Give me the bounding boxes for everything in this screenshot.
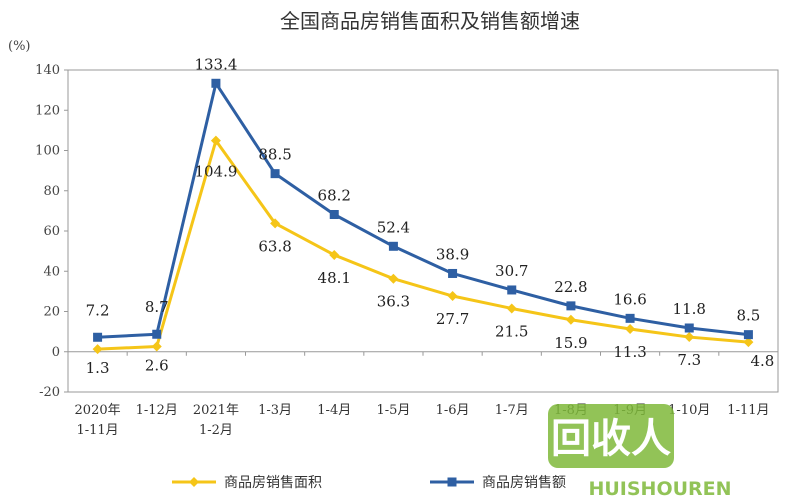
point-diamond [388, 273, 399, 284]
x-tick-label: 1-12月 [136, 403, 178, 418]
x-tick-label: 1-7月 [495, 403, 529, 418]
y-tick-label: 20 [43, 305, 60, 320]
y-tick-label: 80 [43, 184, 60, 199]
legend-label: 商品房销售面积 [224, 475, 322, 491]
data-label-amount: 88.5 [258, 146, 291, 164]
data-label-area: 15.9 [554, 334, 587, 352]
data-label-amount: 8.5 [736, 307, 760, 325]
legend-label: 商品房销售额 [482, 475, 566, 491]
data-label-area: 36.3 [377, 293, 410, 311]
y-tick-label: 120 [35, 103, 60, 118]
plot-frame [67, 69, 779, 393]
data-label-amount: 8.7 [145, 298, 169, 316]
series-line-amount [97, 81, 749, 339]
y-tick-label: -20 [39, 385, 60, 400]
point-diamond [565, 314, 576, 325]
legend: 商品房销售面积 商品房销售额 [172, 475, 566, 491]
y-tick-label: 140 [35, 63, 60, 78]
point-square [152, 329, 162, 339]
point-diamond [329, 249, 340, 260]
data-label-area: 2.6 [145, 357, 169, 375]
point-square [743, 330, 753, 340]
point-square [329, 209, 339, 219]
point-square [507, 285, 517, 295]
point-diamond [270, 218, 281, 229]
data-label-amount: 11.8 [673, 300, 706, 318]
data-label-amount: 16.6 [613, 290, 646, 308]
x-tick-label: 2021年 [193, 403, 239, 418]
data-label-amount: 68.2 [318, 186, 351, 204]
data-label-area: 104.9 [194, 163, 237, 181]
data-label-area: 21.5 [495, 322, 528, 340]
point-diamond [447, 291, 458, 302]
y-tick-label: 0 [52, 345, 60, 360]
point-diamond [210, 135, 221, 146]
axes: -20 0 20 40 60 80 100 120 140 2020年 1-11月 1-12月 2021… [35, 63, 779, 438]
point-square [270, 169, 280, 179]
watermark-text-en: HUISHOUREN [588, 478, 731, 500]
series-line-area [97, 139, 749, 351]
data-label-area: 27.7 [436, 310, 469, 328]
point-diamond [151, 341, 162, 352]
data-label-amount: 133.4 [194, 55, 237, 73]
data-label-area: 63.8 [258, 237, 291, 255]
point-diamond [684, 332, 695, 343]
point-square [625, 313, 635, 323]
y-tick-label: 40 [43, 264, 60, 279]
data-label-area: 11.3 [613, 343, 646, 361]
y-unit-label: (%) [8, 39, 31, 54]
x-tick-label: 1-5月 [376, 403, 410, 418]
y-tick-label: 60 [43, 224, 60, 239]
series-lines [92, 78, 754, 355]
data-label-amount: 38.9 [436, 245, 469, 263]
data-label-amount: 22.8 [554, 278, 587, 296]
x-tick-label: 1-2月 [199, 423, 233, 438]
data-label-amount: 30.7 [495, 262, 528, 280]
chart-title: 全国商品房销售面积及销售额增速 [280, 9, 580, 33]
point-square [388, 241, 398, 251]
x-tick-label: 1-4月 [317, 403, 351, 418]
data-label-area: 48.1 [318, 269, 351, 287]
data-label-area: 4.8 [750, 352, 774, 370]
point-square [211, 78, 221, 88]
x-tick-label: 1-11月 [727, 403, 769, 418]
point-diamond [506, 303, 517, 314]
legend-marker [189, 477, 199, 487]
legend-marker [447, 477, 457, 487]
point-diamond [92, 344, 103, 355]
point-square [566, 301, 576, 311]
point-square [93, 332, 103, 342]
x-tick-label: 1-6月 [436, 403, 470, 418]
x-tick-label: 1-10月 [668, 403, 710, 418]
data-labels: 7.2 8.7 133.4 88.5 68.2 52.4 38.9 30.7 22.8 16.6 1… [86, 55, 775, 377]
x-tick-label: 1-3月 [258, 403, 292, 418]
watermark-logo: 回收人 HUISHOUREN [548, 404, 732, 500]
y-tick-label: 100 [35, 144, 60, 159]
watermark-text-cn: 回收人 [551, 416, 671, 462]
point-diamond [625, 324, 636, 335]
data-label-amount: 7.2 [86, 301, 110, 319]
x-tick-label: 1-11月 [76, 423, 118, 438]
point-diamond [743, 337, 754, 348]
data-label-area: 7.3 [677, 351, 701, 369]
watermark-badge [548, 404, 674, 468]
point-square [684, 323, 694, 333]
data-label-amount: 52.4 [377, 218, 410, 236]
data-label-area: 1.3 [86, 359, 110, 377]
point-square [448, 268, 458, 278]
x-tick-label: 2020年 [75, 403, 121, 418]
